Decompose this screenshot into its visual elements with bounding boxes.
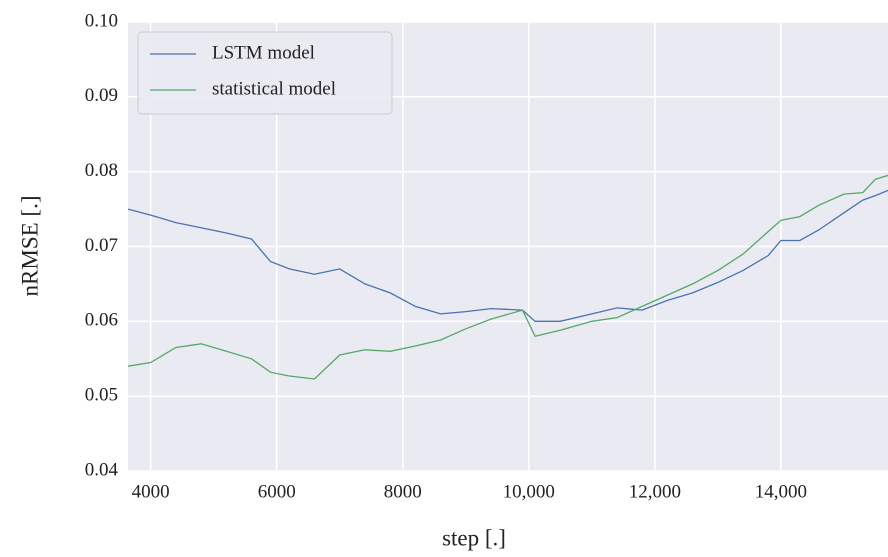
y-tick-label: 0.08 [85,160,118,181]
x-tick-label: 6000 [258,481,296,502]
y-tick-label: 0.04 [85,459,119,480]
x-tick-label: 4000 [132,481,170,502]
x-tick-label: 12,000 [629,481,681,502]
x-tick-label: 10,000 [503,481,555,502]
y-tick-label: 0.06 [85,310,118,331]
x-axis-label: step [.] [442,525,506,550]
line-series [127,174,888,380]
x-tick-label: 14,000 [755,481,807,502]
legend-box [137,31,393,115]
legend-label: statistical model [212,78,336,99]
y-tick-label: 0.10 [85,10,118,31]
y-tick-label: 0.05 [85,385,118,406]
y-tick-label: 0.07 [85,235,118,256]
y-axis-label: nRMSE [.] [17,196,42,297]
legend-label: LSTM model [212,42,315,63]
line-series [127,189,888,322]
x-tick-label: 8000 [384,481,422,502]
y-tick-label: 0.09 [85,85,118,106]
